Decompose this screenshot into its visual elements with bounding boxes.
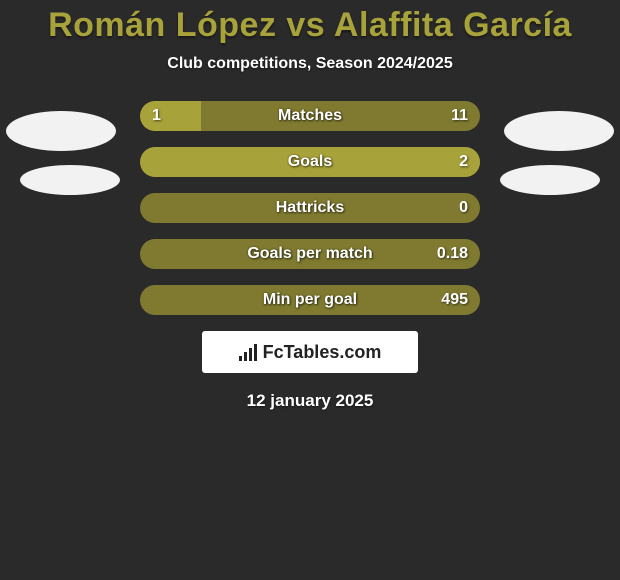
stat-label: Matches (140, 101, 480, 131)
stat-right-value: 2 (447, 147, 480, 177)
player-right-club-badge (500, 165, 600, 195)
stat-right-value: 0.18 (425, 239, 480, 269)
compare-area: 1 Matches 11 Goals 2 Hattricks 0 Goals p… (0, 101, 620, 411)
page-title: Román López vs Alaffita García (0, 0, 620, 45)
snapshot-date: 12 january 2025 (0, 391, 620, 411)
stat-right-value: 11 (439, 101, 480, 131)
source-logo-text: FcTables.com (263, 342, 382, 363)
bar-chart-icon (239, 343, 257, 361)
comparison-card: Román López vs Alaffita García Club comp… (0, 0, 620, 580)
stat-row: Min per goal 495 (140, 285, 480, 315)
stat-row: Goals per match 0.18 (140, 239, 480, 269)
player-left-club-badge (20, 165, 120, 195)
stat-right-value: 495 (429, 285, 480, 315)
source-logo: FcTables.com (202, 331, 418, 373)
stat-row: Hattricks 0 (140, 193, 480, 223)
stat-label: Goals (140, 147, 480, 177)
stat-bars: 1 Matches 11 Goals 2 Hattricks 0 Goals p… (140, 101, 480, 315)
stat-label: Hattricks (140, 193, 480, 223)
stat-right-value: 0 (447, 193, 480, 223)
stat-row: 1 Matches 11 (140, 101, 480, 131)
player-left-avatar (6, 111, 116, 151)
stat-row: Goals 2 (140, 147, 480, 177)
page-subtitle: Club competitions, Season 2024/2025 (0, 55, 620, 73)
player-right-avatar (504, 111, 614, 151)
